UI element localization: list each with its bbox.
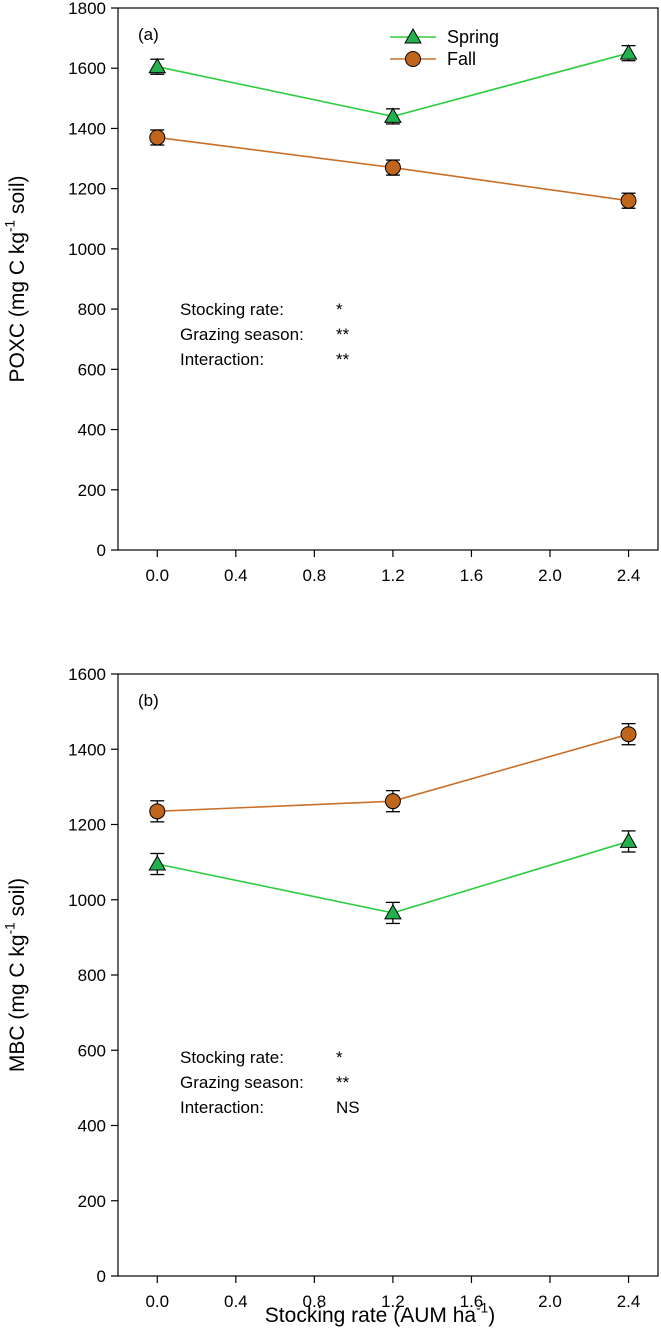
x-tick-label: 0.4 [224,1292,248,1311]
data-point-fall [149,803,166,820]
y-tick-label: 1000 [68,891,106,910]
x-tick-label: 2.4 [617,1292,641,1311]
y-tick-label: 1800 [68,0,106,18]
plot-frame [117,7,659,551]
y-axis-title-main: MBC (mg C kg [6,934,29,1072]
y-tick-label: 1400 [68,119,106,138]
x-tick-label: 0.8 [303,1292,327,1311]
stat-value: ** [336,350,350,369]
y-tick-label: 0 [97,1267,106,1286]
legend-label-spring: Spring [447,27,499,47]
data-point-fall [149,129,166,146]
x-axis-title-sup: -1 [476,1301,488,1316]
stat-value: * [336,300,343,319]
x-tick-label: 2.0 [538,566,562,585]
y-axis-title: MBC (mg C kg-1 soil) [3,878,29,1072]
y-axis-title-main: POXC (mg C kg [6,232,29,383]
y-tick-label: 1400 [68,740,106,759]
x-tick-label: 1.6 [460,1292,484,1311]
x-tick-label: 0.0 [145,566,169,585]
data-point-spring [384,107,402,123]
y-tick-label: 800 [78,300,106,319]
panel-b: 0 200 400 600 800 1000 1200 1400 1600 0.0 0.4 0.8 1.… [3,665,659,1327]
stat-label: Interaction: [180,350,264,369]
stat-value: NS [336,1098,360,1117]
y-axis-title-tail: soil) [6,878,29,922]
y-axis-title-tail: soil) [6,175,29,219]
data-point-fall [384,159,401,176]
y-tick-label: 1600 [68,59,106,78]
y-tick-label: 600 [78,1041,106,1060]
x-tick-label: 0.0 [145,1292,169,1311]
data-point-fall [620,726,637,743]
y-tick-label: 400 [78,421,106,440]
data-point-spring [148,854,167,871]
legend-label-fall: Fall [447,49,476,69]
x-tick-label: 1.6 [460,566,484,585]
stat-label: Stocking rate: [180,1048,284,1067]
data-point-fall [384,793,401,810]
x-tick-label: 0.4 [224,566,248,585]
y-tick-label: 1200 [68,816,106,835]
x-tick-label: 2.0 [538,1292,562,1311]
x-tick-label: 1.2 [381,566,405,585]
stat-value: ** [336,1073,350,1092]
y-tick-label: 1000 [68,240,106,259]
data-point-spring [384,903,402,920]
data-point-spring [619,832,638,848]
y-tick-label: 1600 [68,665,106,684]
legend-marker-fall [405,51,421,67]
stat-value: ** [336,325,350,344]
y-axis-title-sup: -1 [3,922,18,934]
x-tick-label: 2.4 [617,566,641,585]
stat-label: Grazing season: [180,1073,304,1092]
data-point-fall [620,192,637,209]
plot-frame [117,673,659,1277]
panel-label: (a) [138,25,159,44]
y-tick-label: 200 [78,481,106,500]
y-tick-label: 200 [78,1192,106,1211]
stat-value: * [336,1048,343,1067]
stat-label: Interaction: [180,1098,264,1117]
panel-a: 0 200 400 600 800 1000 1200 1400 1600 1800 0.0 0.4 0… [3,0,659,585]
x-axis-title: Stocking rate (AUM ha-1) [265,1301,495,1327]
y-axis-title: POXC (mg C kg-1 soil) [3,175,29,382]
y-tick-label: 0 [97,541,106,560]
stat-label: Grazing season: [180,325,304,344]
x-axis-title-main: Stocking rate (AUM ha [265,1304,477,1327]
stat-label: Stocking rate: [180,300,284,319]
data-point-spring [619,44,638,60]
y-tick-label: 600 [78,360,106,379]
y-tick-label: 400 [78,1117,106,1136]
x-tick-label: 0.8 [303,566,327,585]
y-tick-label: 1200 [68,180,106,199]
series-line-spring [157,52,629,118]
y-axis-title-sup: -1 [3,220,18,232]
y-tick-label: 800 [78,966,106,985]
data-point-spring [148,57,167,74]
x-tick-label: 1.2 [381,1292,405,1311]
x-axis-title-tail: ) [488,1304,495,1327]
legend-marker-spring [404,27,422,44]
panel-label: (b) [138,691,159,710]
